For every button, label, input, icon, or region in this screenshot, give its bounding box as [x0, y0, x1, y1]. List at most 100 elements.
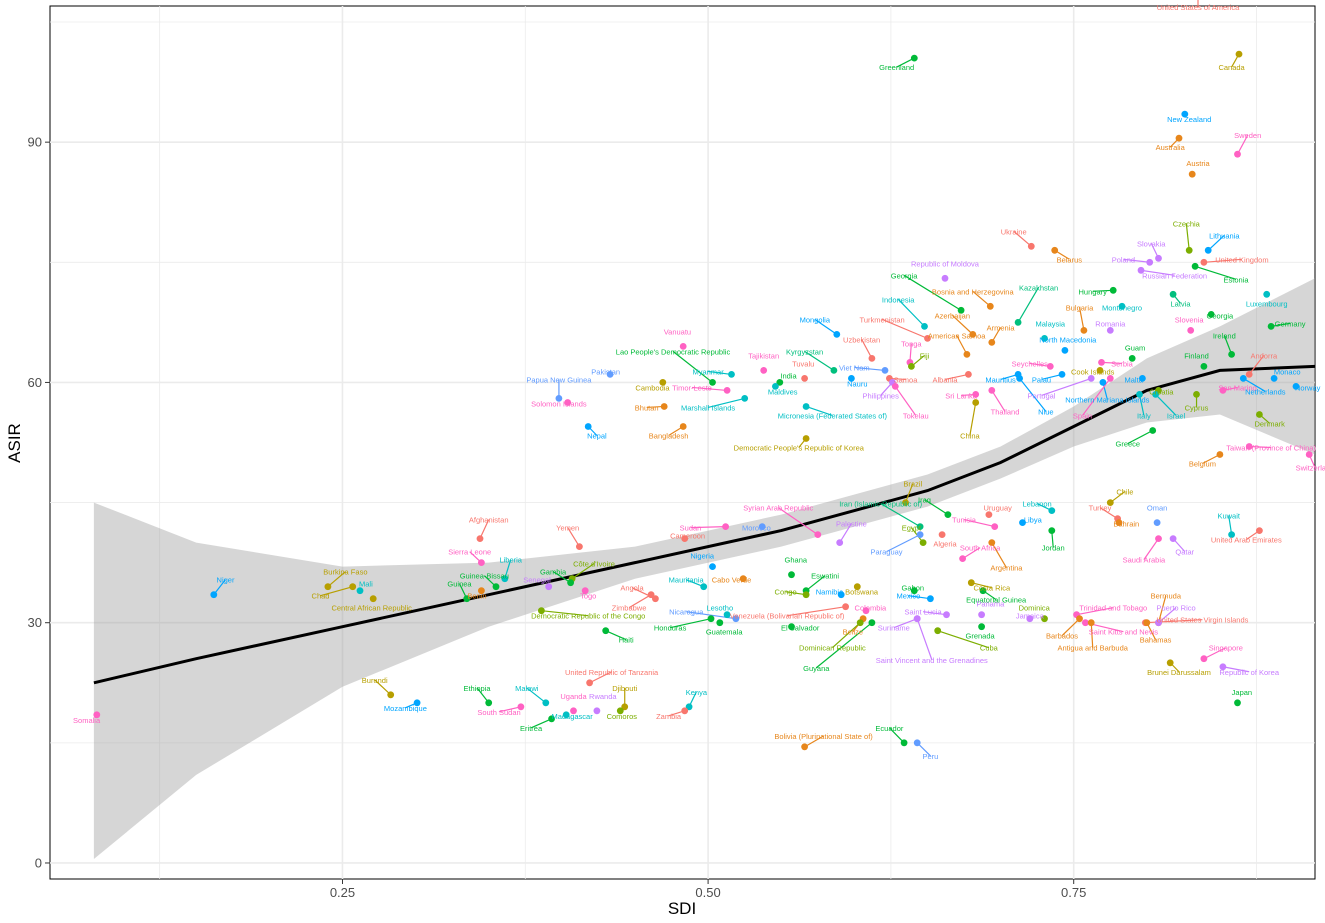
data-point [681, 707, 689, 715]
data-point [985, 511, 993, 518]
label-leader-line [1243, 377, 1266, 392]
point-label: Eritrea [520, 724, 543, 733]
data-point [1245, 371, 1253, 378]
data-point [1292, 383, 1300, 390]
point-label: Pakistan [591, 367, 620, 376]
data-point [1219, 387, 1227, 394]
point-label: Andorra [1250, 351, 1278, 360]
label-leader-line [937, 630, 990, 649]
point-label: Netherlands [1245, 387, 1286, 396]
data-point [1256, 411, 1263, 418]
point-label: Hungary [1079, 287, 1108, 296]
data-point [324, 583, 332, 591]
data-point [1115, 519, 1123, 526]
label-leader-line [1101, 361, 1122, 365]
label-leader-line [1236, 134, 1249, 155]
point-label: Palau [1032, 375, 1051, 384]
point-label: Panama [976, 600, 1005, 609]
label-leader-line [1157, 595, 1167, 623]
point-label: Portugal [1028, 391, 1056, 400]
label-leader-line [814, 318, 838, 335]
point-label: Nepal [587, 432, 607, 441]
point-label: Mexico [897, 592, 921, 601]
label-leader-line [839, 523, 852, 543]
data-point [548, 715, 555, 723]
label-leader-line [886, 534, 921, 553]
data-point [1098, 359, 1105, 366]
data-point [476, 535, 484, 542]
point-label: Dominica [1019, 604, 1051, 613]
point-label: Ireland [1213, 331, 1236, 340]
point-label: Venezuela (Bolivarian Republic of) [730, 612, 845, 621]
data-point [570, 707, 577, 715]
data-point [959, 555, 966, 562]
point-label: Algeria [933, 540, 957, 549]
data-point [1027, 242, 1035, 250]
point-label: Singapore [1209, 644, 1243, 653]
point-label: Sierra Leone [448, 548, 491, 557]
point-label: Turkmenistan [860, 315, 905, 324]
point-label: El Salvador [781, 624, 820, 633]
point-label: Indonesia [882, 295, 915, 304]
point-label: Bahrain [1113, 520, 1139, 529]
data-point [369, 595, 377, 603]
point-label: Oman [1147, 504, 1167, 513]
point-label: Cabo Verde [712, 576, 752, 585]
data-point [660, 403, 668, 410]
label-leader-line [1140, 269, 1175, 276]
point-label: Cambodia [635, 383, 670, 392]
point-label: United States of America [1157, 3, 1240, 12]
label-leader-line [971, 582, 992, 589]
point-label: Kazakhstan [1019, 283, 1058, 292]
data-point [679, 343, 687, 350]
data-point [1200, 258, 1208, 266]
data-point [900, 739, 908, 747]
data-point [969, 331, 977, 338]
label-leader-line [1207, 234, 1225, 251]
data-point [830, 367, 838, 374]
point-label: Sri Lanka [945, 391, 978, 400]
point-label: Democratic People's Republic of Korea [734, 444, 865, 453]
data-point [659, 379, 667, 386]
point-label: Togo [580, 592, 596, 601]
point-label: Djibouti [612, 684, 637, 693]
point-label: Slovenia [1175, 315, 1205, 324]
point-label: Azerbaijan [935, 311, 970, 320]
point-label: Kenya [686, 688, 708, 697]
point-label: Burundi [362, 676, 388, 685]
data-point [741, 395, 749, 402]
data-point [1106, 499, 1114, 506]
data-points [93, 50, 1313, 751]
y-tick-label: 90 [28, 135, 42, 150]
data-point [567, 579, 574, 587]
data-point [542, 699, 550, 707]
label-leader-line [904, 483, 914, 503]
point-label: Côte d'Ivoire [573, 560, 615, 569]
data-point [555, 395, 563, 402]
data-point [891, 383, 899, 390]
point-label: Bahamas [1140, 636, 1172, 645]
label-leader-line [908, 595, 931, 600]
point-label: Tokelau [903, 412, 929, 421]
x-tick-label: 0.50 [695, 885, 720, 900]
data-point [1087, 619, 1095, 627]
data-point [836, 539, 844, 546]
point-label: Bolivia (Plurinational State of) [774, 732, 873, 741]
data-point [1048, 507, 1056, 514]
data-point [1061, 347, 1069, 354]
point-label: Somalia [73, 716, 101, 725]
label-leader-line [567, 527, 580, 547]
label-leader-line [944, 373, 969, 381]
label-leader-line [571, 563, 595, 580]
data-point [978, 611, 985, 619]
point-label: Afghanistan [469, 516, 509, 525]
point-label: Austria [1186, 159, 1210, 168]
data-point [802, 435, 810, 442]
point-label: Germany [1275, 319, 1306, 328]
point-label: Denmark [1254, 420, 1285, 429]
data-point [700, 583, 708, 591]
data-point [1169, 535, 1177, 542]
point-label: Sweden [1234, 131, 1261, 140]
data-point [963, 351, 971, 358]
